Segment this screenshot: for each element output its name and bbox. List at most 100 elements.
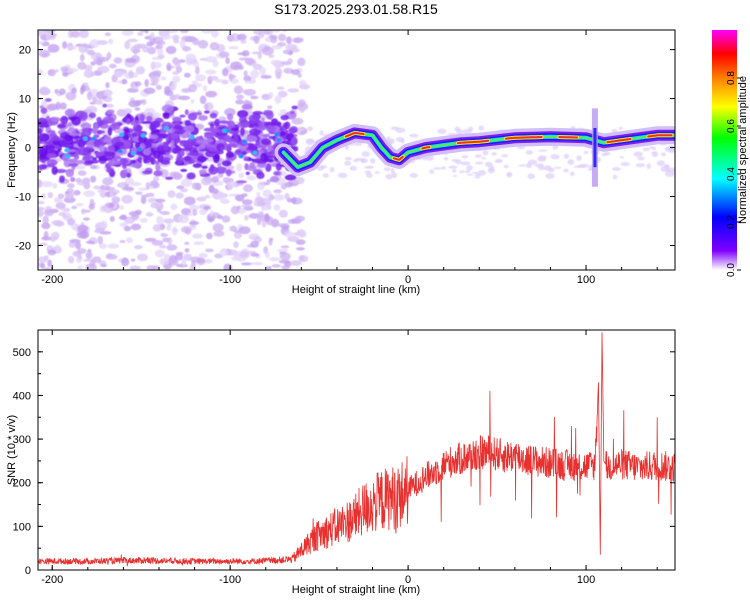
noise-blob	[201, 30, 213, 34]
y-tick-label: 0	[25, 143, 31, 155]
noise-blob	[119, 239, 126, 244]
noise-blob	[142, 48, 147, 52]
noise-blob	[284, 129, 289, 135]
spectrogram-noise	[38, 30, 675, 270]
noise-blob	[241, 193, 248, 198]
noise-blob	[287, 88, 300, 93]
noise-blob	[150, 31, 155, 39]
noise-blob	[54, 197, 60, 202]
noise-blob	[212, 223, 224, 232]
noise-blob	[120, 214, 127, 220]
noise-blob	[87, 49, 95, 56]
noise-blob	[538, 166, 546, 171]
noise-blob	[451, 168, 457, 173]
noise-blob	[233, 135, 239, 143]
noise-blob	[281, 30, 288, 33]
noise-blob	[130, 120, 141, 126]
noise-blob	[199, 95, 207, 105]
noise-blob	[97, 65, 110, 74]
noise-blob	[181, 258, 187, 266]
noise-blob	[139, 113, 145, 123]
noise-blob	[618, 126, 623, 130]
noise-blob	[228, 46, 239, 50]
y-tick-label: 300	[13, 434, 31, 446]
noise-blob	[284, 261, 292, 267]
noise-blob	[38, 117, 48, 127]
noise-blob	[69, 239, 81, 244]
noise-blob	[102, 177, 114, 186]
noise-blob	[147, 197, 158, 204]
noise-speck	[189, 135, 195, 140]
noise-blob	[41, 193, 46, 199]
noise-blob	[125, 57, 137, 63]
noise-blob	[205, 69, 217, 75]
noise-blob	[153, 175, 160, 183]
noise-blob	[190, 260, 196, 269]
noise-blob	[633, 151, 643, 157]
noise-speck	[274, 132, 280, 137]
noise-blob	[135, 66, 145, 75]
noise-blob	[83, 190, 96, 197]
noise-blob	[85, 251, 93, 259]
noise-blob	[277, 223, 288, 227]
noise-blob	[170, 139, 175, 148]
noise-blob	[209, 42, 220, 51]
noise-blob	[250, 240, 259, 248]
noise-blob	[604, 151, 611, 156]
noise-blob	[75, 203, 84, 207]
noise-blob	[106, 52, 112, 60]
noise-blob	[409, 173, 418, 178]
noise-blob	[152, 149, 160, 159]
noise-blob	[75, 164, 86, 170]
noise-blob	[183, 72, 191, 78]
spectrogram-frame	[37, 29, 676, 271]
noise-blob	[251, 51, 262, 55]
noise-blob	[437, 128, 447, 134]
noise-blob	[40, 107, 48, 114]
noise-blob	[188, 152, 200, 156]
x-tick-label: 0	[405, 574, 411, 586]
noise-blob	[286, 36, 292, 45]
noise-blob	[99, 144, 105, 153]
noise-blob	[516, 146, 526, 150]
noise-blob	[429, 169, 435, 174]
noise-blob	[88, 112, 97, 119]
noise-blob	[171, 34, 180, 40]
noise-blob	[182, 215, 188, 220]
noise-blob	[203, 258, 213, 264]
noise-blob	[155, 84, 162, 90]
colorbar-label: Normalized spectral amplitude	[737, 76, 749, 224]
noise-speck	[163, 126, 169, 131]
noise-blob	[157, 48, 164, 56]
noise-blob	[143, 157, 148, 164]
noise-blob	[114, 69, 124, 78]
noise-blob	[189, 256, 201, 263]
noise-blob	[460, 161, 471, 166]
noise-blob	[250, 69, 260, 79]
noise-blob	[166, 222, 172, 228]
noise-blob	[576, 155, 582, 161]
noise-blob	[250, 252, 260, 257]
noise-speck	[222, 128, 228, 133]
noise-blob	[190, 99, 195, 104]
noise-blob	[143, 87, 156, 95]
noise-blob	[145, 181, 150, 190]
noise-blob	[63, 196, 76, 203]
noise-blob	[94, 99, 104, 105]
noise-blob	[288, 50, 293, 56]
noise-blob	[166, 62, 172, 72]
x-tick-label: -200	[41, 274, 63, 286]
noise-blob	[54, 68, 59, 73]
noise-blob	[226, 249, 238, 256]
noise-blob	[204, 132, 216, 139]
noise-blob	[123, 108, 133, 114]
noise-blob	[126, 118, 131, 125]
noise-blob	[236, 94, 244, 100]
noise-blob	[82, 217, 90, 221]
noise-blob	[45, 30, 56, 35]
noise-blob	[47, 259, 53, 267]
noise-blob	[96, 129, 103, 135]
noise-blob	[257, 181, 265, 191]
noise-blob	[80, 84, 86, 93]
noise-blob	[38, 41, 45, 45]
